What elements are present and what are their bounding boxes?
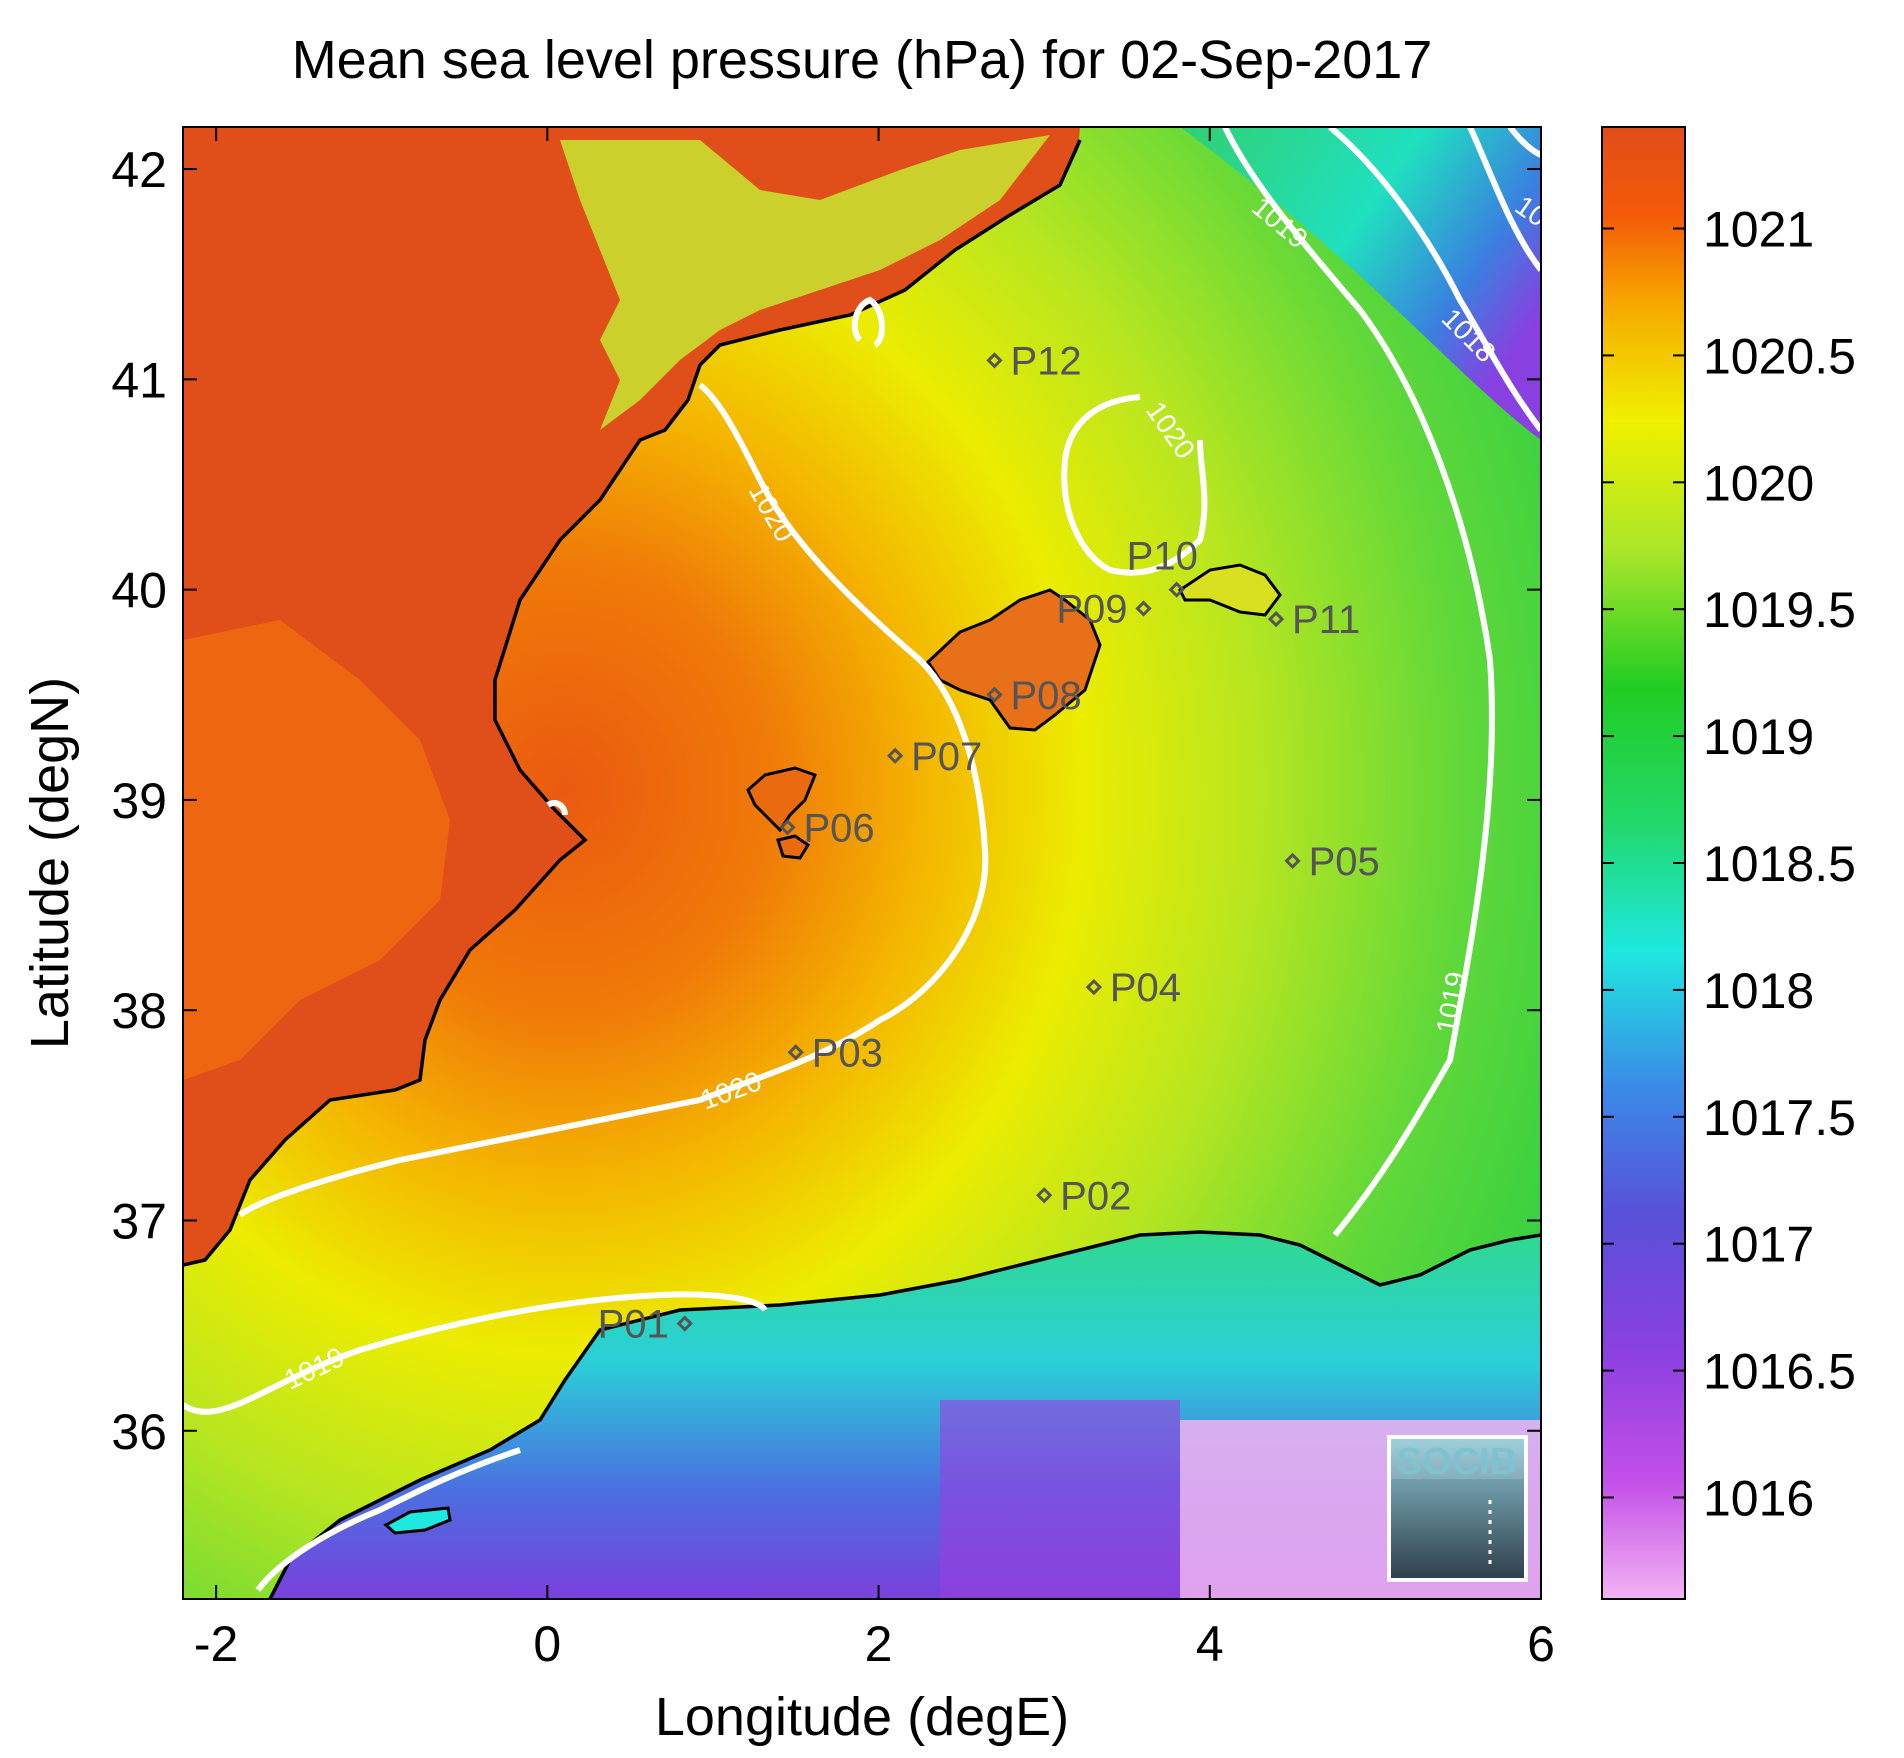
map-plot-area: 1017 1018 1019 1019 1019 1020 1020 1020 … xyxy=(183,127,1541,1599)
station-label: P05 xyxy=(1309,840,1380,884)
menorca-island xyxy=(1178,563,1282,617)
x-tick-label: 6 xyxy=(1527,1616,1555,1672)
colorbar-ticks: 1016 1016.5 1017 1017.5 1018 1018.5 1019 1019.5… xyxy=(1602,202,1856,1526)
station-label: P04 xyxy=(1110,966,1181,1010)
station-label: P11 xyxy=(1292,598,1360,642)
y-tick-label: 37 xyxy=(111,1193,167,1249)
ibiza-island xyxy=(746,766,817,833)
station-marker xyxy=(779,819,796,836)
colorbar-tick-label: 1018 xyxy=(1703,963,1814,1019)
x-axis-ticks: -2 0 2 4 6 xyxy=(194,127,1555,1672)
station-label: P08 xyxy=(1010,674,1081,718)
formentera-island xyxy=(776,834,811,860)
station-label: P12 xyxy=(1010,339,1081,383)
colorbar-tick-label: 1018.5 xyxy=(1703,836,1856,892)
y-tick-label: 41 xyxy=(111,352,167,408)
y-axis-label: Latitude (degN) xyxy=(20,677,80,1049)
africa-mid-texture xyxy=(940,1400,1180,1599)
y-tick-label: 42 xyxy=(111,142,167,198)
station-label: P06 xyxy=(803,806,874,850)
socib-logo: SOCIB xyxy=(1387,1435,1528,1582)
colorbar-tick-label: 1016.5 xyxy=(1703,1344,1856,1400)
colorbar-tick-label: 1019 xyxy=(1703,709,1814,765)
station-label: P10 xyxy=(1127,535,1198,579)
isobar-1020-west xyxy=(238,382,989,1218)
colorbar-gradient xyxy=(1601,126,1686,1600)
isobars xyxy=(183,127,1541,1592)
isobar-1019-sw xyxy=(255,1447,521,1592)
station-marker xyxy=(986,352,1003,369)
iberia-highland-texture xyxy=(183,620,450,1080)
station-marker xyxy=(1168,581,1185,598)
isobar-1020-dot xyxy=(546,800,568,816)
colorbar-tick-label: 1017.5 xyxy=(1703,1090,1856,1146)
x-tick-label: -2 xyxy=(194,1616,238,1672)
isobar-1019-south xyxy=(183,1291,768,1415)
isobar-1017-corner xyxy=(1507,127,1541,158)
station-marker xyxy=(1267,610,1285,628)
x-tick-label: 4 xyxy=(1196,1616,1224,1672)
colorbar-tick-label: 1019.5 xyxy=(1703,582,1856,638)
colorbar: 1016 1016.5 1017 1017.5 1018 1018.5 1019 1019.5… xyxy=(1601,126,1856,1600)
y-tick-label: 39 xyxy=(111,773,167,829)
x-tick-label: 0 xyxy=(533,1616,561,1672)
station-marker xyxy=(1135,600,1152,617)
catalonia-texture xyxy=(560,135,1050,430)
iberia-coastline xyxy=(183,139,1082,1267)
y-tick-label: 36 xyxy=(111,1404,167,1460)
colorbar-tick-label: 1021 xyxy=(1703,202,1814,258)
station-marker xyxy=(676,1315,693,1332)
station-marker xyxy=(887,747,904,764)
colorbar-tick-label: 1020 xyxy=(1703,455,1814,511)
low-pressure-region-ne xyxy=(1180,127,1541,440)
station-label: P03 xyxy=(812,1031,883,1075)
mallorca-island xyxy=(926,588,1102,732)
station-marker xyxy=(1036,1187,1053,1204)
alboran-island xyxy=(383,1506,452,1535)
station-label: P02 xyxy=(1060,1174,1131,1218)
x-tick-label: 2 xyxy=(865,1616,893,1672)
y-tick-label: 40 xyxy=(111,563,167,619)
colorbar-tick-label: 1017 xyxy=(1703,1217,1814,1273)
station-marker xyxy=(787,1044,804,1061)
socib-logo-text: SOCIB xyxy=(1397,1441,1517,1483)
isobar-1018 xyxy=(1328,127,1541,432)
station-label: P09 xyxy=(1056,588,1127,632)
station-marker xyxy=(986,686,1003,703)
station-marker xyxy=(1085,978,1102,996)
y-tick-label: 38 xyxy=(111,983,167,1039)
y-axis-ticks: 36 37 38 39 40 41 42 xyxy=(111,142,1541,1460)
isobar-1020-north xyxy=(1061,394,1208,576)
x-axis-label: Longitude (degE) xyxy=(655,1687,1069,1747)
colorbar-tick-label: 1016 xyxy=(1703,1470,1814,1526)
map-title: Mean sea level pressure (hPa) for 02-Sep… xyxy=(292,30,1433,90)
isobar-1019-east xyxy=(1222,127,1495,1237)
station-label: P07 xyxy=(911,735,982,779)
station-label: P01 xyxy=(598,1303,669,1347)
africa-coastline xyxy=(268,1230,1541,1599)
station-marker xyxy=(1284,852,1301,870)
iberia-land xyxy=(183,127,1080,1265)
isobar-1017 xyxy=(1467,127,1541,272)
isobar-1020-small xyxy=(851,296,885,348)
map-frame xyxy=(182,126,1542,1600)
colorbar-tick-label: 1020.5 xyxy=(1703,328,1856,384)
